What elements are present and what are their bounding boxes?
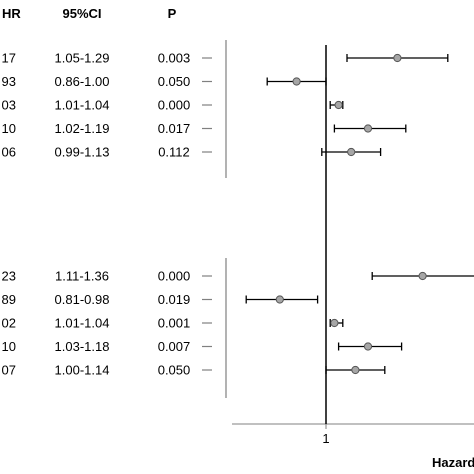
g2-row-4-p-value: 0.007 [158,339,191,354]
x-axis-label: Hazard [432,455,474,470]
g2-row-3-ci-value: 1.01-1.04 [55,316,110,331]
g1-row-2-hr-value: 93 [2,74,16,89]
g1-row-3-p-value: 0.000 [158,98,191,113]
g2-row-5-ci-value: 1.00-1.14 [55,363,110,378]
g1-row-4-p-value: 0.017 [158,121,191,136]
g2-row-1-p-value: 0.000 [158,269,191,284]
g1-row-4-hr-value: 10 [2,121,16,136]
g2-row-2-ci-value: 0.81-0.98 [55,292,110,307]
g2-row-4-hr-value: 10 [2,339,16,354]
g2-row-4-ci-value: 1.03-1.18 [55,339,110,354]
g1-row-3-hr-marker [334,100,343,110]
g1-row-5-hr-value: 06 [2,145,16,160]
g2-row-3-p-value: 0.001 [158,316,191,331]
g1-row-4-ci-value: 1.02-1.19 [55,121,110,136]
g2-row-1-ci-value: 1.11-1.36 [55,269,109,284]
header-p: P [168,6,177,21]
g1-row-1-hr-value: 17 [2,51,16,66]
g2-row-2-hr-value: 89 [2,292,16,307]
g2-row-1-hr-value: 23 [2,269,16,284]
g1-row-3-hr-value: 03 [2,98,16,113]
g1-row-5-ci-value: 0.99-1.13 [55,145,110,160]
g1-row-1-p-value: 0.003 [158,51,191,66]
forest-rows: 17 1.05-1.29 0.003 93 0.86-1.00 0.050 03 1.01-1… [2,51,474,378]
g2-row-2-hr-marker [275,295,284,304]
g1-row-2-ci-value: 0.86-1.00 [55,74,110,89]
g2-row-3-hr-marker [330,318,339,328]
g1-row-5-p-value: 0.112 [158,145,190,160]
g2-row-5-p-value: 0.050 [158,363,191,378]
g2-row-5-hr-marker [351,365,360,375]
header-hr: HR [2,6,21,21]
g2-row-1-hr-marker [418,271,427,281]
g1-row-1-ci-value: 1.05-1.29 [55,51,110,66]
reference-tick-label: 1 [322,431,329,446]
g2-row-4-hr-marker [363,342,373,351]
g2-row-2-p-value: 0.019 [158,292,191,307]
g1-row-3-ci-value: 1.01-1.04 [55,98,110,113]
g1-row-1-hr-marker [393,53,402,63]
g1-row-5-hr-marker [347,147,356,157]
header-ci: 95%CI [62,6,101,21]
g1-row-4-hr-marker [363,124,373,133]
g2-row-3-hr-value: 02 [2,316,16,331]
g1-row-2-hr-marker [292,77,301,86]
g1-row-2-p-value: 0.050 [158,74,191,89]
g2-row-5-hr-value: 07 [2,363,16,378]
